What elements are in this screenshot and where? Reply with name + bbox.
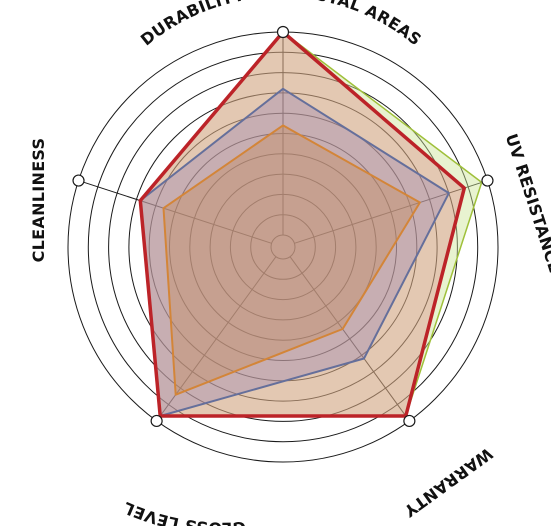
- axis-line-1: [294, 180, 488, 244]
- radar-grid: [67, 31, 499, 463]
- axis-end-marker-2: [403, 414, 416, 428]
- series-2-polygon: [162, 124, 421, 396]
- axis-end-marker-3: [150, 414, 163, 428]
- axis-line-4: [78, 180, 272, 244]
- radar-series: [138, 30, 483, 418]
- series-3-polygon: [138, 30, 467, 418]
- axis-end-marker-1: [481, 174, 494, 187]
- axis-label-warranty: WARRANTY: [400, 444, 496, 521]
- axis-label-cleanliness: CLEANLINESS: [29, 138, 48, 263]
- axis-end-marker-4: [72, 174, 85, 187]
- axis-end-markers: [72, 25, 494, 428]
- axis-label-gloss-level: GLOSS LEVEL: [120, 498, 246, 526]
- axis-line-2: [289, 256, 410, 422]
- axis-end-marker-0: [276, 25, 290, 39]
- axis-label-uv-resistance: UV RESISTANCE: [502, 131, 551, 275]
